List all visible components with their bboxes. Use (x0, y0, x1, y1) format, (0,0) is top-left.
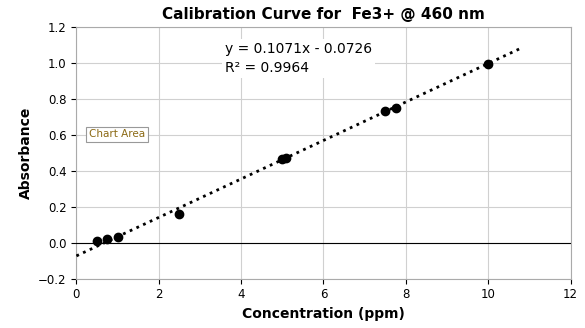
Y-axis label: Absorbance: Absorbance (19, 107, 33, 199)
Point (175, 212, 184, 217)
Point (92, 238, 102, 244)
Point (113, 234, 122, 239)
Text: Chart Area: Chart Area (89, 129, 145, 139)
Title: Calibration Curve for  Fe3+ @ 460 nm: Calibration Curve for Fe3+ @ 460 nm (162, 7, 485, 22)
Point (102, 236, 112, 242)
X-axis label: Concentration (ppm): Concentration (ppm) (242, 307, 405, 321)
Point (484, 61, 493, 67)
Text: y = 0.1071x - 0.0726
R² = 0.9964: y = 0.1071x - 0.0726 R² = 0.9964 (225, 42, 372, 75)
Point (282, 155, 291, 160)
Point (391, 106, 400, 111)
Point (278, 157, 287, 162)
Point (381, 108, 390, 113)
